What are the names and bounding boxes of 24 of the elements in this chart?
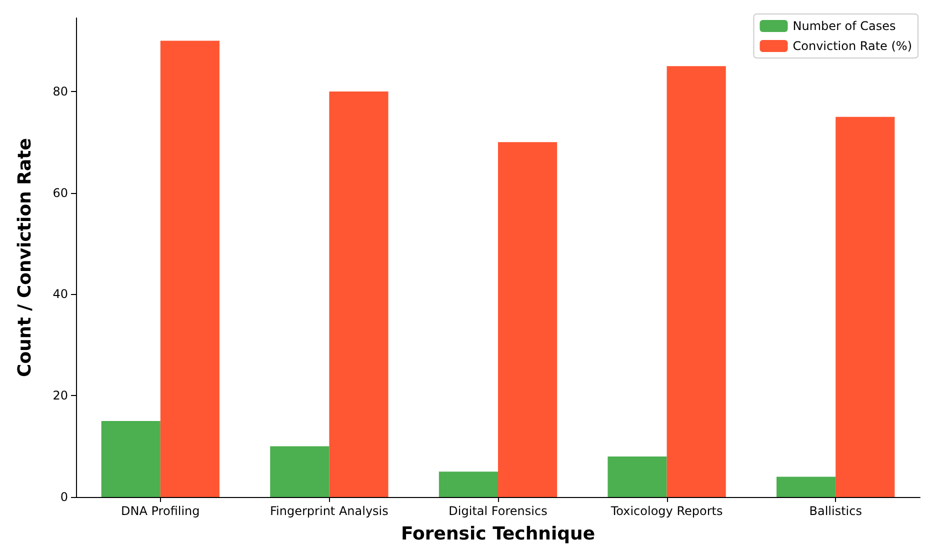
bar [498,142,558,497]
y-axis-title: Count / Conviction Rate [14,138,36,377]
x-tick-label: Ballistics [809,504,862,518]
x-axis-title: Forensic Technique [400,524,596,544]
y-tick-label: 60 [52,186,68,200]
bar [438,472,498,497]
x-tick-label: Fingerprint Analysis [270,504,388,518]
bar [608,456,667,497]
bar [666,66,726,497]
legend-label: Conviction Rate (%) [792,39,912,53]
bar [776,476,836,497]
legend-label: Number of Cases [792,19,896,33]
x-tick-label: DNA Profiling [121,504,200,518]
x-tick-label: Toxicology Reports [610,504,723,518]
y-tick-label: 0 [60,490,68,504]
y-tick-label: 80 [52,84,68,98]
y-tick-label: 40 [52,287,68,302]
bar [101,420,160,497]
bar [836,116,895,497]
bar [160,40,220,497]
y-tick-label: 20 [52,388,68,403]
x-tick-label: Digital Forensics [448,504,548,518]
bar [329,91,388,497]
bar [270,446,330,497]
